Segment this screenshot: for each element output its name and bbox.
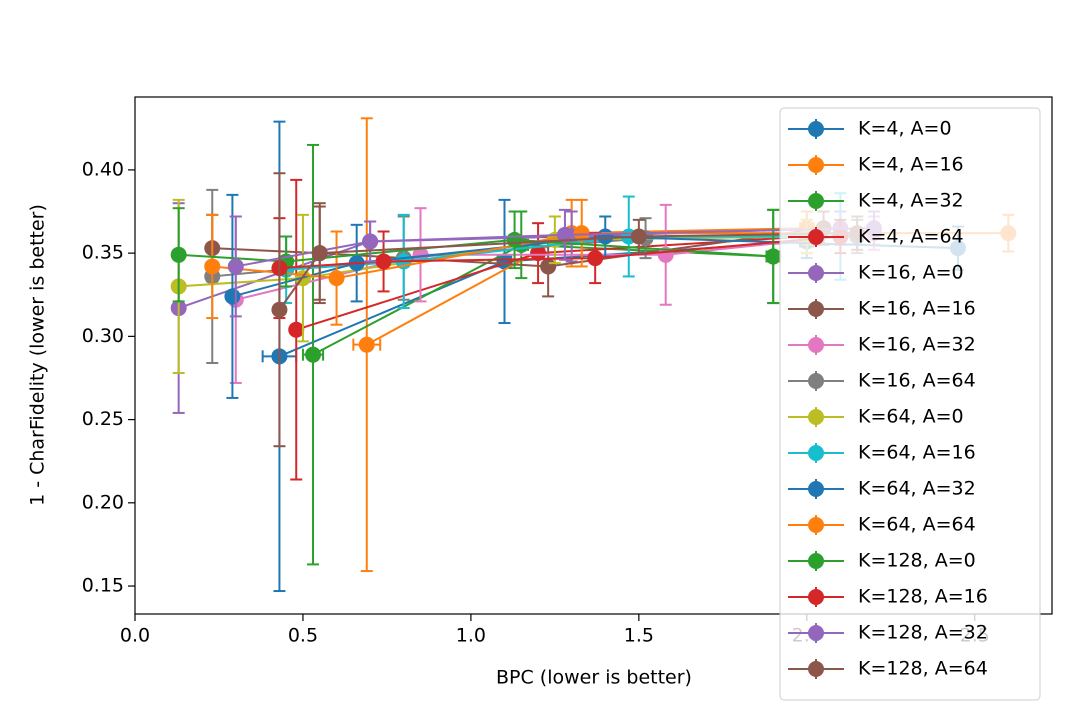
legend-marker [808, 481, 824, 497]
y-tick-label: 0.15 [82, 575, 124, 597]
point [506, 231, 523, 248]
legend-marker [808, 625, 824, 641]
legend-entry: K=64, A=64 [788, 514, 976, 536]
legend-label: K=64, A=64 [858, 514, 976, 536]
point [311, 245, 328, 262]
series [301, 143, 782, 566]
axes-frame [134, 96, 1053, 615]
y-tick-label: 0.25 [82, 408, 124, 430]
legend-entry: K=128, A=16 [788, 586, 988, 608]
point [765, 248, 782, 265]
point [530, 245, 547, 262]
point [305, 346, 322, 363]
legend-label: K=4, A=32 [858, 190, 964, 212]
legend-entry: K=64, A=16 [788, 442, 976, 464]
legend-marker [808, 517, 824, 533]
point [556, 226, 573, 243]
legend-label: K=128, A=64 [858, 658, 988, 680]
legend-entry: K=128, A=0 [788, 550, 976, 572]
legend-marker [808, 445, 824, 461]
legend-label: K=128, A=0 [858, 550, 976, 572]
series-line [279, 235, 841, 270]
legend-marker [808, 121, 824, 137]
legend-label: K=64, A=16 [858, 442, 976, 464]
legend-marker [808, 229, 824, 245]
legend-label: K=4, A=64 [858, 226, 964, 248]
point [204, 258, 221, 275]
legend-label: K=128, A=16 [858, 586, 988, 608]
x-tick-label: 1.5 [624, 625, 654, 647]
point [288, 321, 305, 338]
legend-marker [808, 157, 824, 173]
legend-marker [808, 193, 824, 209]
legend-entry: K=4, A=16 [788, 154, 964, 176]
point [227, 258, 244, 275]
point [358, 336, 375, 353]
y-axis-label: 1 - CharFidelity (lower is better) [27, 204, 49, 506]
legend-marker [808, 373, 824, 389]
point [224, 288, 241, 305]
series-line [278, 232, 858, 311]
legend-label: K=4, A=16 [858, 154, 964, 176]
x-tick-label: 0.5 [288, 625, 318, 647]
y-tick-label: 0.20 [82, 491, 124, 513]
series [352, 117, 815, 573]
point [630, 228, 647, 245]
point [375, 253, 392, 270]
legend-label: K=64, A=0 [858, 406, 964, 428]
legend-entry: K=128, A=64 [788, 658, 988, 680]
point [328, 270, 345, 287]
legend-box [779, 107, 1041, 701]
legend-label: K=16, A=32 [858, 334, 976, 356]
legend-label: K=16, A=64 [858, 370, 976, 392]
series [261, 120, 815, 593]
legend-entry: K=16, A=16 [788, 298, 976, 320]
legend-entry: K=128, A=32 [788, 622, 988, 644]
legend-entry: K=4, A=64 [788, 226, 964, 248]
point [271, 301, 288, 318]
y-tick-label: 0.40 [82, 158, 124, 180]
legend-entry: K=64, A=0 [788, 406, 964, 428]
point [587, 250, 604, 267]
legend-entry: K=16, A=0 [788, 262, 964, 284]
legend-entry: K=16, A=32 [788, 334, 976, 356]
series-line [235, 227, 874, 268]
legend-label: K=16, A=0 [858, 262, 964, 284]
point [573, 225, 590, 242]
legend-marker [808, 265, 824, 281]
legend-entry: K=4, A=32 [788, 190, 964, 212]
x-tick-label: 0.0 [120, 625, 150, 647]
y-tick-label: 0.35 [82, 242, 124, 264]
x-axis-label: BPC (lower is better) [496, 667, 692, 689]
point [597, 228, 614, 245]
point [170, 246, 187, 263]
point [540, 258, 557, 275]
legend-label: K=128, A=32 [858, 622, 988, 644]
legend-marker [808, 553, 824, 569]
legend-entry: K=16, A=64 [788, 370, 976, 392]
legend-marker [808, 337, 824, 353]
legend-marker [808, 409, 824, 425]
legend-label: K=64, A=32 [858, 478, 976, 500]
legend-entry: K=64, A=32 [788, 478, 976, 500]
legend-label: K=16, A=16 [858, 298, 976, 320]
legend-marker [808, 661, 824, 677]
series [204, 202, 832, 305]
legend-entry: K=4, A=0 [788, 118, 952, 140]
y-tick-label: 0.30 [82, 325, 124, 347]
legend-marker [808, 301, 824, 317]
legend-label: K=4, A=0 [858, 118, 952, 140]
point [362, 233, 379, 250]
legend-marker [808, 589, 824, 605]
series-line [178, 238, 774, 263]
x-tick-label: 1.0 [456, 625, 486, 647]
